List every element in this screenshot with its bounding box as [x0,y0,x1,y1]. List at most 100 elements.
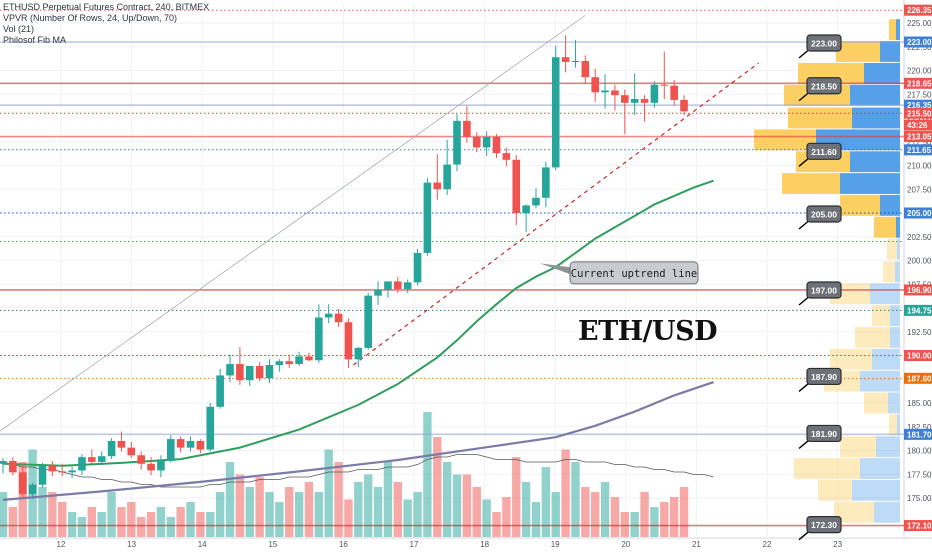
volume-profile-up-bar [889,19,896,41]
candle-body [0,460,7,464]
volume-bar [0,492,8,537]
price-axis-tick: 220.00 [907,67,932,76]
volume-profile-down-bar [880,41,900,62]
candle-body [186,441,195,448]
volume-profile-down-bar [850,151,900,173]
candle-body [640,99,649,103]
volume-profile-up-bar [818,479,852,501]
volume-bar [18,462,27,537]
price-axis-label-bg [904,304,932,316]
volume-profile-up-bar [834,501,874,523]
volume-profile-down-bar [890,327,900,348]
price-axis-background [904,0,932,538]
volume-bar [136,517,146,537]
volume-bar [413,492,422,537]
volume-bar [561,449,570,537]
guide-trend-line [0,15,586,432]
price-axis-label: 213.05 [907,133,932,142]
candle-body [463,120,471,137]
volume-bar [334,462,343,537]
candle-body [621,95,629,103]
volume-profile-down-bar [896,19,900,41]
price-axis-tick: 175.00 [907,494,932,503]
volume-bar [512,457,521,537]
volume-bar [97,512,106,537]
price-axis-label: 218.65 [907,79,932,88]
annotation-text: Current uptrend line [571,268,697,280]
price-axis-label: 211.65 [907,146,932,155]
volume-bar [571,462,580,537]
candle-body [18,472,27,495]
candle-body [522,205,530,213]
candle-body [196,441,205,450]
volume-bar [156,507,166,537]
callout-box [806,142,842,160]
price-axis-label: 187.60 [907,374,932,383]
candle-body [482,137,491,148]
volume-bar [314,492,324,537]
vpvr-indicator-label[interactable]: VPVR (Number Of Rows, 24, Up/Down, 70) [3,13,178,23]
volume-profile-down-bar [852,107,900,129]
price-axis-label: 43:26 [907,121,928,130]
candle-body [551,57,560,168]
volume-profile-down-bar [852,479,900,501]
price-axis-label-bg [904,36,932,48]
price-axis-tick: 182.50 [907,423,932,432]
volume-bar [146,512,156,537]
candle-body [255,365,264,379]
candle-body [413,252,422,283]
candle-body [502,153,511,160]
volume-bar [8,507,18,537]
candle-body [285,361,294,365]
volume-profile-down-bar [880,194,900,216]
volume-bar [265,492,274,537]
volume-bar [492,512,501,537]
volume-bar [482,499,491,537]
candle-body [226,364,234,376]
volume-bar [640,492,649,537]
annotation-pointer [540,263,575,276]
candle-body [512,159,521,213]
time-axis-tick: 13 [127,540,136,549]
volume-bar [294,492,304,537]
candle-body [374,289,382,296]
candle-body [650,84,659,103]
callout-box [806,367,842,386]
volume-bar [650,507,659,537]
volume-profile-up-bar [889,414,897,436]
price-axis-tick: 225.00 [907,19,932,28]
price-axis-tick: 177.50 [907,470,932,479]
time-axis-tick: 15 [268,540,277,549]
volume-bar [433,437,442,537]
candle-body [433,182,442,190]
volume-profile-up-bar [794,458,860,479]
time-axis-tick: 12 [57,540,66,549]
volume-bar [166,517,175,537]
volume-indicator-label[interactable]: Vol (21) [3,24,35,34]
volume-bar [58,502,67,537]
volume-bar [600,482,610,537]
price-axis-tick: 192.50 [907,328,932,337]
volume-bar [452,474,462,537]
candle-body [78,457,86,471]
price-axis-tick: 210.00 [907,162,932,171]
volume-profile-down-bar [870,283,900,305]
price-axis-tick: 200.00 [907,257,932,266]
volume-bar [275,502,284,537]
volume-bar [354,482,363,537]
volume-bar [176,507,185,537]
candle-body [38,465,47,485]
volume-bar [531,502,541,537]
volume-profile-down-bar [876,436,900,458]
volume-bar [660,502,669,537]
candle-body [107,441,116,457]
candle-body [117,441,126,448]
price-axis-label-bg [904,372,932,384]
fib-ma-indicator-label[interactable]: Philosof Fib MA [3,35,67,45]
candle-body [571,61,580,62]
volume-bar [620,512,630,537]
volume-bar [403,499,412,537]
callout-label: 211.60 [811,147,837,157]
